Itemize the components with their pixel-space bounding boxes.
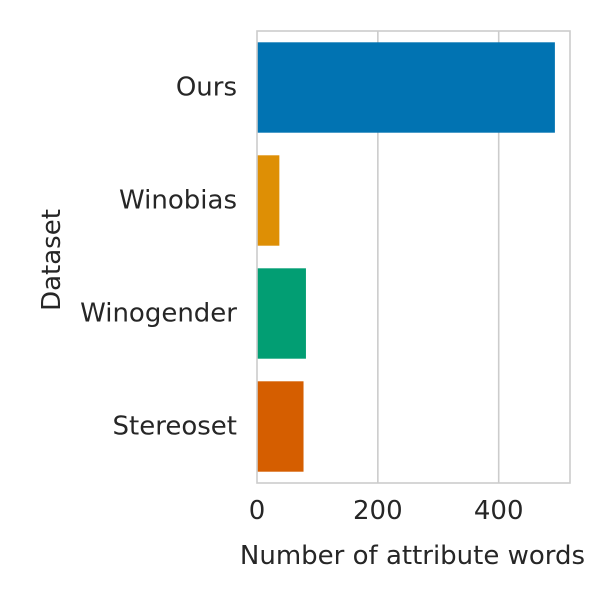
bar-stereoset — [257, 381, 304, 472]
y-tick-label-winogender: Winogender — [80, 299, 237, 329]
y-tick-labels: Ours Winobias Winogender Stereoset — [80, 73, 237, 442]
x-tick-label-200: 200 — [353, 496, 403, 526]
bar-winogender — [257, 268, 306, 359]
x-tick-label-0: 0 — [249, 496, 266, 526]
y-axis-label: Dataset — [37, 209, 67, 311]
plot-frame — [256, 30, 571, 484]
x-tick-labels: 0 200 400 — [249, 496, 524, 526]
y-tick-label-winobias: Winobias — [119, 186, 237, 216]
bar-ours — [257, 42, 555, 133]
x-tick-label-400: 400 — [474, 496, 524, 526]
y-tick-label-ours: Ours — [176, 73, 237, 103]
bars — [257, 42, 555, 472]
y-tick-label-stereoset: Stereoset — [113, 412, 237, 442]
bar-winobias — [257, 155, 280, 246]
x-axis-label: Number of attribute words — [240, 541, 585, 571]
